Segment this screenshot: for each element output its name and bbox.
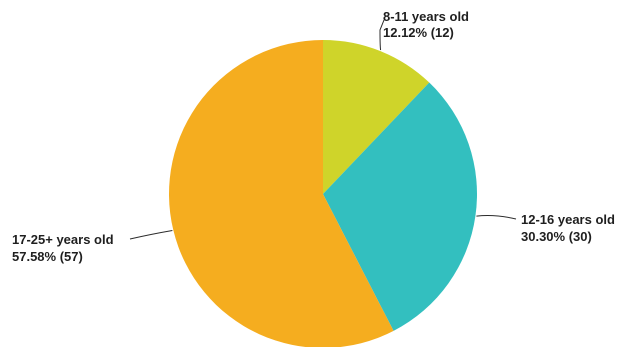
label-8-11: 8-11 years old 12.12% (12)	[383, 9, 469, 40]
leader-line-12-16	[476, 214, 517, 220]
pie-slice-12-16	[323, 82, 478, 331]
slices-layer	[169, 40, 478, 347]
label-17-25: 17-25+ years old 57.58% (57)	[12, 232, 114, 264]
leader-lines-layer	[129, 19, 517, 240]
slice-label-8-11: 8-11 years old	[383, 9, 469, 24]
slice-label-17-25: 17-25+ years old	[12, 232, 114, 247]
label-12-16: 12-16 years old 30.30% (30)	[521, 212, 615, 244]
slice-percent-17-25: 57.58% (57)	[12, 249, 83, 264]
leader-line-8-11	[379, 19, 385, 51]
slice-label-12-16: 12-16 years old	[521, 212, 615, 227]
pie-slice-8-11	[323, 40, 430, 194]
leader-line-17-25	[129, 230, 173, 240]
slice-percent-12-16: 30.30% (30)	[521, 229, 592, 244]
pie-slice-17-25	[169, 40, 394, 347]
slice-percent-8-11: 12.12% (12)	[383, 25, 454, 40]
